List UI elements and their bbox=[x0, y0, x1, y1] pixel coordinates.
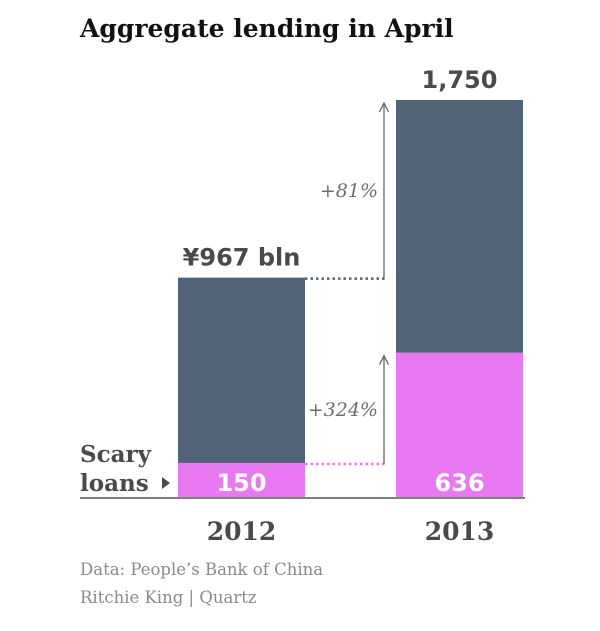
series-label-line-2: loans bbox=[80, 470, 149, 497]
total-label-2013: 1,750 bbox=[422, 66, 498, 94]
bar-other-2013 bbox=[396, 100, 523, 353]
byline: Ritchie King | Quartz bbox=[80, 588, 257, 607]
arrow-total-head bbox=[378, 101, 390, 113]
segment-label-2013: 636 bbox=[434, 469, 484, 497]
category-label-2012: 2012 bbox=[207, 517, 277, 546]
total-label-2012: ¥967 bln bbox=[183, 244, 301, 272]
category-label-2013: 2013 bbox=[425, 517, 495, 546]
bar-scary-2012 bbox=[178, 462, 305, 497]
series-label-line-1: Scary bbox=[80, 441, 152, 468]
annotation-scary-change: +324% bbox=[308, 399, 378, 421]
pointer-triangle-icon bbox=[162, 477, 170, 489]
chart-title: Aggregate lending in April bbox=[80, 14, 454, 43]
annotation-total-change: +81% bbox=[320, 180, 378, 202]
bar-other-2012 bbox=[178, 277, 305, 463]
credits: Data: People’s Bank of China Ritchie Kin… bbox=[80, 556, 323, 612]
segment-label-2012: 150 bbox=[216, 469, 266, 497]
bar-scary-2013 bbox=[396, 352, 523, 497]
arrow-scary-head bbox=[378, 354, 390, 366]
source-note: Data: People’s Bank of China bbox=[80, 560, 324, 579]
